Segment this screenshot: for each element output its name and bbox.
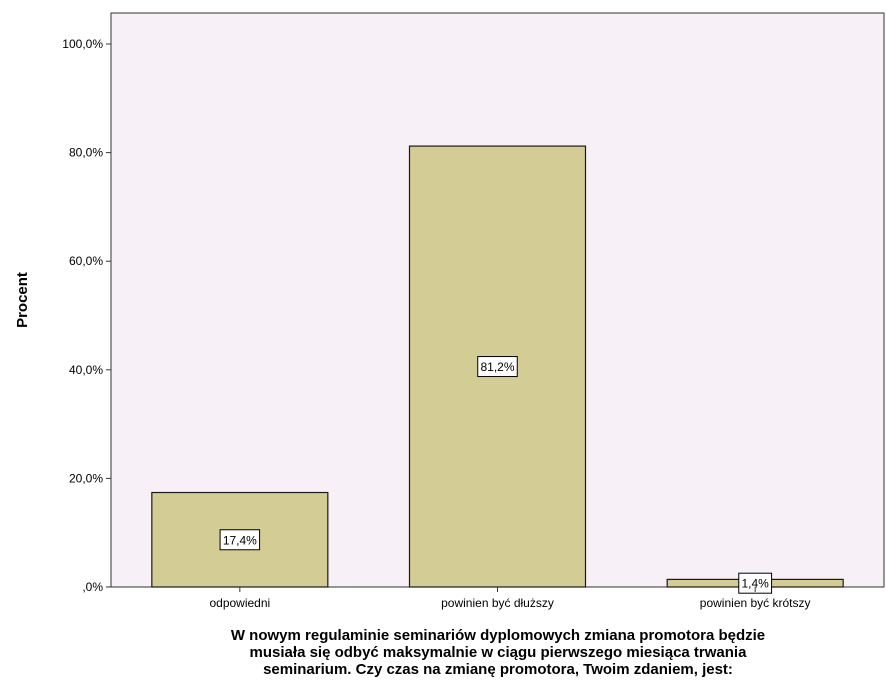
bars: 17,4% 81,2% 1,4% — [151, 145, 844, 594]
x-axis-title: W nowym regulaminie seminariów dyplomowy… — [110, 627, 886, 678]
y-axis-label: Procent — [14, 272, 31, 328]
y-tick-label: 20,0% — [69, 471, 103, 485]
y-tick-label: 60,0% — [69, 254, 103, 268]
y-axis: ,0% 20,0% 40,0% 60,0% 80,0% 100,0% — [62, 37, 111, 594]
x-tick-label: odpowiedni — [209, 596, 270, 610]
y-tick-label: 40,0% — [69, 363, 103, 377]
bar-chart: ,0% 20,0% 40,0% 60,0% 80,0% 100,0% 17,4% 81,2%… — [14, 12, 885, 610]
x-tick-label: powinien być dłuższy — [441, 596, 554, 610]
y-tick-label: ,0% — [82, 580, 103, 594]
x-axis-title-line: W nowym regulaminie seminariów dyplomowy… — [230, 627, 766, 644]
data-label-box — [738, 572, 773, 594]
data-label: 1,4% — [741, 577, 769, 591]
x-axis: odpowiedni powinien być dłuższy powinien b… — [209, 587, 811, 610]
data-label-box — [477, 356, 518, 378]
data-label-box — [219, 529, 261, 551]
data-label: 17,4% — [223, 533, 257, 547]
data-label: 81,2% — [480, 360, 514, 374]
x-axis-title-line: musiała się odbyć maksymalnie w ciągu pi… — [249, 644, 747, 661]
x-tick-label: powinien być krótszy — [700, 596, 811, 610]
x-axis-title-line: seminarium. Czy czas na zmianę promotora… — [263, 661, 733, 678]
y-tick-label: 80,0% — [69, 146, 103, 160]
y-tick-label: 100,0% — [62, 37, 103, 51]
